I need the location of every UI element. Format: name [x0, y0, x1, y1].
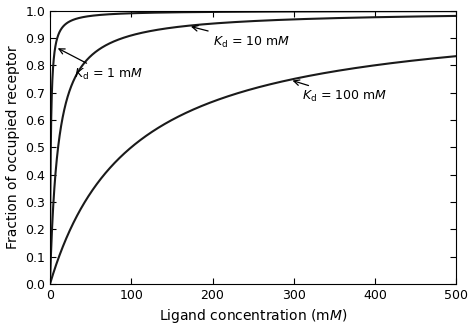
- X-axis label: Ligand concentration (m$\mathit{M}$): Ligand concentration (m$\mathit{M}$): [159, 307, 347, 325]
- Text: $K_\mathrm{d}$ = 100 m$\mathit{M}$: $K_\mathrm{d}$ = 100 m$\mathit{M}$: [294, 80, 387, 104]
- Text: $K_\mathrm{d}$ = 1 m$\mathit{M}$: $K_\mathrm{d}$ = 1 m$\mathit{M}$: [59, 49, 144, 82]
- Y-axis label: Fraction of occupied receptor: Fraction of occupied receptor: [6, 45, 19, 249]
- Text: $K_\mathrm{d}$ = 10 m$\mathit{M}$: $K_\mathrm{d}$ = 10 m$\mathit{M}$: [192, 25, 290, 50]
